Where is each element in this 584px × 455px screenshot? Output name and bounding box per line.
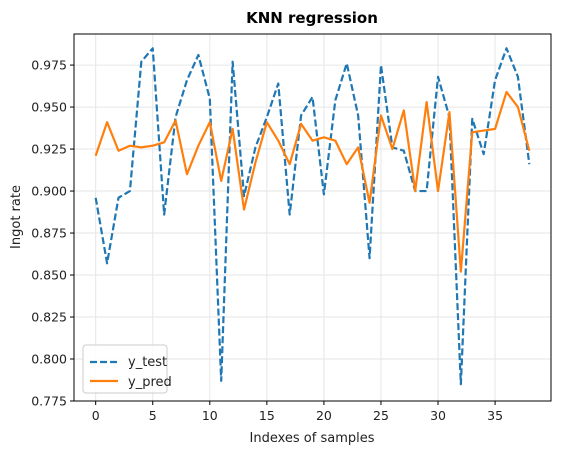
legend-label-y-pred: y_pred bbox=[128, 375, 172, 390]
x-tick-label-5: 25 bbox=[373, 408, 389, 423]
y-axis: 0.775 0.800 0.825 0.850 0.875 0.900 0.925 0.950… bbox=[31, 58, 74, 409]
x-axis: 0 5 10 15 20 25 30 35 bbox=[92, 401, 503, 423]
chart-title: KNN regression bbox=[246, 9, 378, 27]
x-tick-label-7: 35 bbox=[487, 408, 503, 423]
series-line-y-pred bbox=[94, 90, 531, 273]
plot-area-frame bbox=[73, 33, 552, 402]
y-tick-label-4: 0.875 bbox=[31, 226, 67, 241]
plot-lines bbox=[94, 47, 531, 386]
y-tick-label-7: 0.950 bbox=[31, 100, 67, 115]
x-tick-label-6: 30 bbox=[430, 408, 446, 423]
y-axis-title: Ingot rate bbox=[9, 185, 24, 249]
y-tick-label-1: 0.800 bbox=[31, 352, 67, 367]
x-tick-label-0: 0 bbox=[92, 408, 100, 423]
legend: y_test y_pred bbox=[82, 344, 172, 394]
x-tick-label-1: 5 bbox=[149, 408, 157, 423]
y-tick-label-5: 0.900 bbox=[31, 184, 67, 199]
legend-label-y-test: y_test bbox=[128, 355, 167, 370]
x-tick-label-4: 20 bbox=[316, 408, 332, 423]
y-tick-label-0: 0.775 bbox=[31, 394, 67, 409]
y-tick-label-8: 0.975 bbox=[31, 58, 67, 73]
y-tick-label-6: 0.925 bbox=[31, 142, 67, 157]
x-tick-label-3: 15 bbox=[259, 408, 275, 423]
x-axis-title: Indexes of samples bbox=[250, 431, 375, 446]
y-tick-label-2: 0.825 bbox=[31, 310, 67, 325]
y-tick-label-3: 0.850 bbox=[31, 268, 67, 283]
series-line-y-test bbox=[94, 47, 531, 386]
x-tick-label-2: 10 bbox=[202, 408, 218, 423]
